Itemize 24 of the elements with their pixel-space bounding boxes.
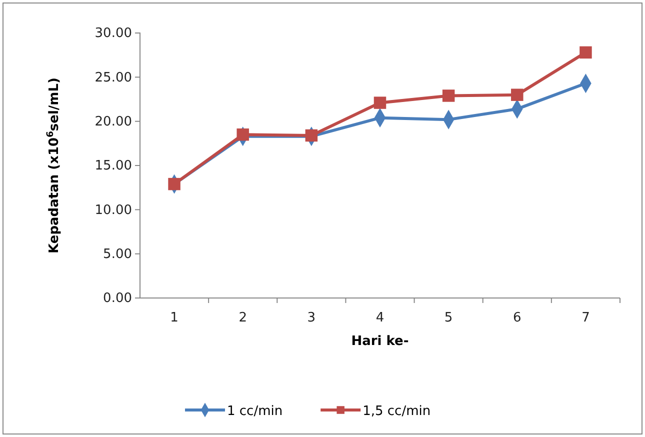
- x-tick-label: 4: [376, 310, 384, 326]
- x-tick-label: 3: [307, 310, 316, 326]
- y-tick-label: 5.00: [103, 246, 132, 262]
- y-tick-label: 25.00: [94, 70, 132, 86]
- point: [580, 46, 592, 59]
- x-axis-title: Hari ke-: [351, 334, 409, 349]
- point: [236, 128, 249, 141]
- x-tick-label: 5: [444, 310, 453, 326]
- y-tick-label: 30.00: [94, 26, 132, 42]
- y-tick-label: 10.00: [94, 202, 132, 218]
- point: [442, 90, 455, 102]
- x-tick-label: 6: [513, 310, 522, 326]
- legend-label: 1,5 cc/min: [362, 404, 431, 419]
- point: [511, 88, 524, 101]
- x-tick-label: 7: [582, 310, 590, 326]
- x-tick-label: 2: [238, 310, 247, 326]
- y-tick-label: 15.00: [94, 158, 132, 174]
- point: [374, 96, 386, 109]
- x-tick-label: 1: [170, 310, 178, 326]
- point: [305, 129, 318, 142]
- point: [168, 178, 180, 190]
- legend-label: 1 cc/min: [227, 404, 283, 419]
- y-tick-label: 0.00: [103, 291, 132, 306]
- y-tick-label: 20.00: [94, 114, 132, 130]
